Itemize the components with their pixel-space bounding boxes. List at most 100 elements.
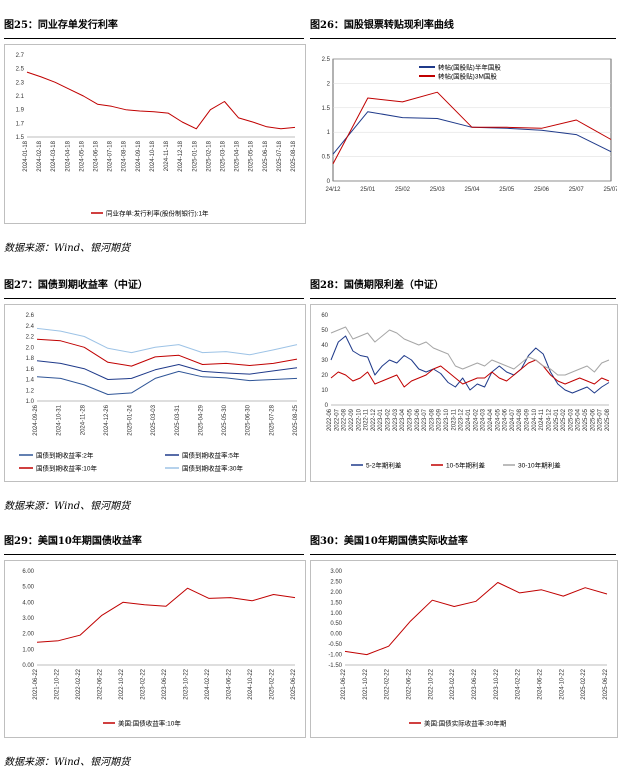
series-line	[36, 338, 298, 367]
x-tick-label: 2024-10-22	[248, 668, 254, 699]
figure-title-26: 图26：国股银票转贴现利率曲线	[310, 20, 454, 31]
x-tick-label: 2024-06-18	[94, 140, 100, 171]
x-tick-label: 2024-07-18	[108, 140, 114, 171]
x-tick-label: 25/07	[603, 187, 617, 193]
x-tick-label: 2021-10-22	[363, 668, 369, 699]
series-line	[36, 327, 298, 356]
x-tick-label: 2023-08	[429, 408, 435, 431]
y-tick-label: 3.00	[22, 616, 34, 622]
x-tick-label: 2023-06-22	[472, 668, 478, 699]
legend-label: 同业存单:发行利率(股份制银行):1年	[106, 209, 209, 218]
x-tick-label: 2022-10	[356, 408, 362, 431]
x-tick-label: 2025-06-30	[246, 404, 252, 435]
y-tick-label: 10	[321, 388, 328, 394]
x-tick-label: 2024-01	[466, 408, 472, 431]
x-tick-label: 25/05	[499, 187, 515, 193]
x-tick-label: 2025-04-18	[235, 140, 241, 171]
x-tick-label: 2025-02-18	[206, 140, 212, 171]
x-tick-label: 25/04	[464, 187, 480, 193]
y-tick-label: 1.00	[22, 647, 34, 653]
legend-label: 10-5年期利差	[446, 461, 486, 470]
x-tick-label: 2024-06	[503, 408, 509, 431]
y-tick-label: 1.00	[330, 611, 342, 617]
chart-panel-29: 0.00 1.00 2.00 3.00 4.00 5.00 6.00 2021-06-22 20…	[4, 560, 306, 738]
x-tick-label: 2021-10-22	[55, 668, 61, 699]
figure-title-25: 图25：同业存单发行利率	[4, 20, 118, 31]
x-tick-label: 2025-03	[568, 408, 574, 431]
y-tick-label: 1.5	[16, 135, 25, 141]
x-tick-label: 24/12	[325, 187, 341, 193]
x-tick-label: 2025-03-31	[175, 404, 181, 435]
chart-panel-26: 0 0.5 1 1.5 2 2.5 24/12 25/01 25/02 25/03 25/04 25/…	[310, 44, 619, 224]
x-tick-label: 2021-06-22	[33, 668, 39, 699]
x-tick-label: 2024-11-18	[164, 140, 170, 171]
x-tick-label: 2025-07	[598, 408, 604, 431]
x-tick-label: 2024-10-18	[150, 140, 156, 171]
legend-label: 5-2年期利差	[366, 461, 402, 470]
chart-panel-25: 1.5 1.7 1.9 2.1 2.3 2.5 2.7 2024-01-18 2024-02-1…	[4, 44, 306, 224]
y-tick-label: 0.00	[22, 663, 34, 669]
y-tick-label: 2.0	[26, 345, 35, 351]
y-tick-label: 2.50	[330, 579, 342, 585]
x-tick-label: 2024-04	[488, 408, 494, 431]
x-tick-label: 2022-10-22	[428, 668, 434, 699]
legend-label: 国债到期收益率:10年	[36, 464, 98, 473]
x-tick-label: 2025-06	[590, 408, 596, 431]
x-tick-label: 2024-02-18	[37, 140, 43, 171]
y-tick-label: 1.5	[322, 106, 331, 112]
x-tick-label: 2024-03-18	[51, 140, 57, 171]
x-tick-label: 2023-05	[407, 408, 413, 431]
title-rule-left	[4, 38, 304, 39]
chart-27: 1.0 1.2 1.4 1.6 1.8 2.0 2.2 2.4 2.6 2024-09-26 202…	[19, 313, 299, 473]
y-tick-label: 2.1	[16, 94, 25, 100]
y-tick-label: 1.8	[26, 356, 35, 362]
x-tick-label: 2023-03	[393, 408, 399, 431]
x-tick-label: 2023-06	[415, 408, 421, 431]
x-tick-label: 2025-08	[605, 408, 611, 431]
title-rule-right	[310, 38, 616, 39]
y-tick-label: 60	[321, 313, 328, 319]
x-tick-label: 2024-12-18	[178, 140, 184, 171]
x-tick-label: 2025-06-22	[603, 668, 609, 699]
x-tick-label: 2025-08-18	[291, 140, 297, 171]
figure-title-29: 图29：美国10年期国债收益率	[4, 536, 142, 547]
series-line	[36, 370, 298, 395]
x-tick-label: 2025-03-03	[151, 404, 157, 435]
x-tick-label: 2024-11	[539, 408, 545, 430]
chart-30: -1.50 -1.00 -0.50 0.00 0.50 1.00 1.50 2.00 2.50 3…	[328, 569, 609, 728]
data-source-2: 数据来源：Wind、银河期货	[4, 501, 131, 512]
title-rule-left-3	[4, 554, 304, 555]
y-tick-label: 2.6	[26, 313, 35, 319]
y-tick-label: 20	[321, 373, 328, 379]
x-tick-label: 2024-04-18	[65, 140, 71, 171]
x-tick-label: 2025-08-25	[293, 404, 299, 435]
y-tick-label: 1.2	[26, 388, 35, 394]
x-tick-label: 2025-07-28	[269, 404, 275, 435]
y-tick-label: 2.5	[322, 57, 331, 63]
x-tick-label: 2024-08-18	[122, 140, 128, 171]
x-tick-label: 2024-01-18	[23, 140, 29, 171]
legend-label: 国债到期收益率:2年	[36, 451, 94, 460]
x-tick-label: 2025-06-18	[263, 140, 269, 171]
y-tick-label: 2	[327, 81, 331, 87]
figure-title-30: 图30：美国10年期国债实际收益率	[310, 536, 468, 547]
legend-label: 美国:国债实际收益率:30年期	[424, 719, 507, 728]
y-tick-label: 1.7	[16, 121, 25, 127]
x-tick-label: 2022-06-22	[407, 668, 413, 699]
series-line	[332, 111, 612, 155]
x-tick-label: 2024-09-18	[136, 140, 142, 171]
x-tick-label: 2025-05-18	[249, 140, 255, 171]
x-tick-label: 2024-10-31	[57, 404, 63, 435]
x-tick-label: 2024-10-22	[559, 668, 565, 699]
x-tick-label: 2025-04	[576, 408, 582, 431]
legend-label: 美国:国债收益率:10年	[118, 719, 181, 728]
x-tick-label: 2025-01	[554, 408, 560, 431]
y-tick-label: 2.4	[26, 324, 35, 330]
x-tick-label: 2022-06	[327, 408, 333, 431]
series-line	[330, 326, 610, 376]
x-tick-label: 2025-01-24	[128, 404, 134, 435]
y-tick-label: 0	[327, 179, 331, 185]
y-tick-label: -1.00	[328, 653, 342, 659]
x-tick-label: 25/02	[395, 187, 411, 193]
x-tick-label: 2023-02	[386, 408, 392, 431]
